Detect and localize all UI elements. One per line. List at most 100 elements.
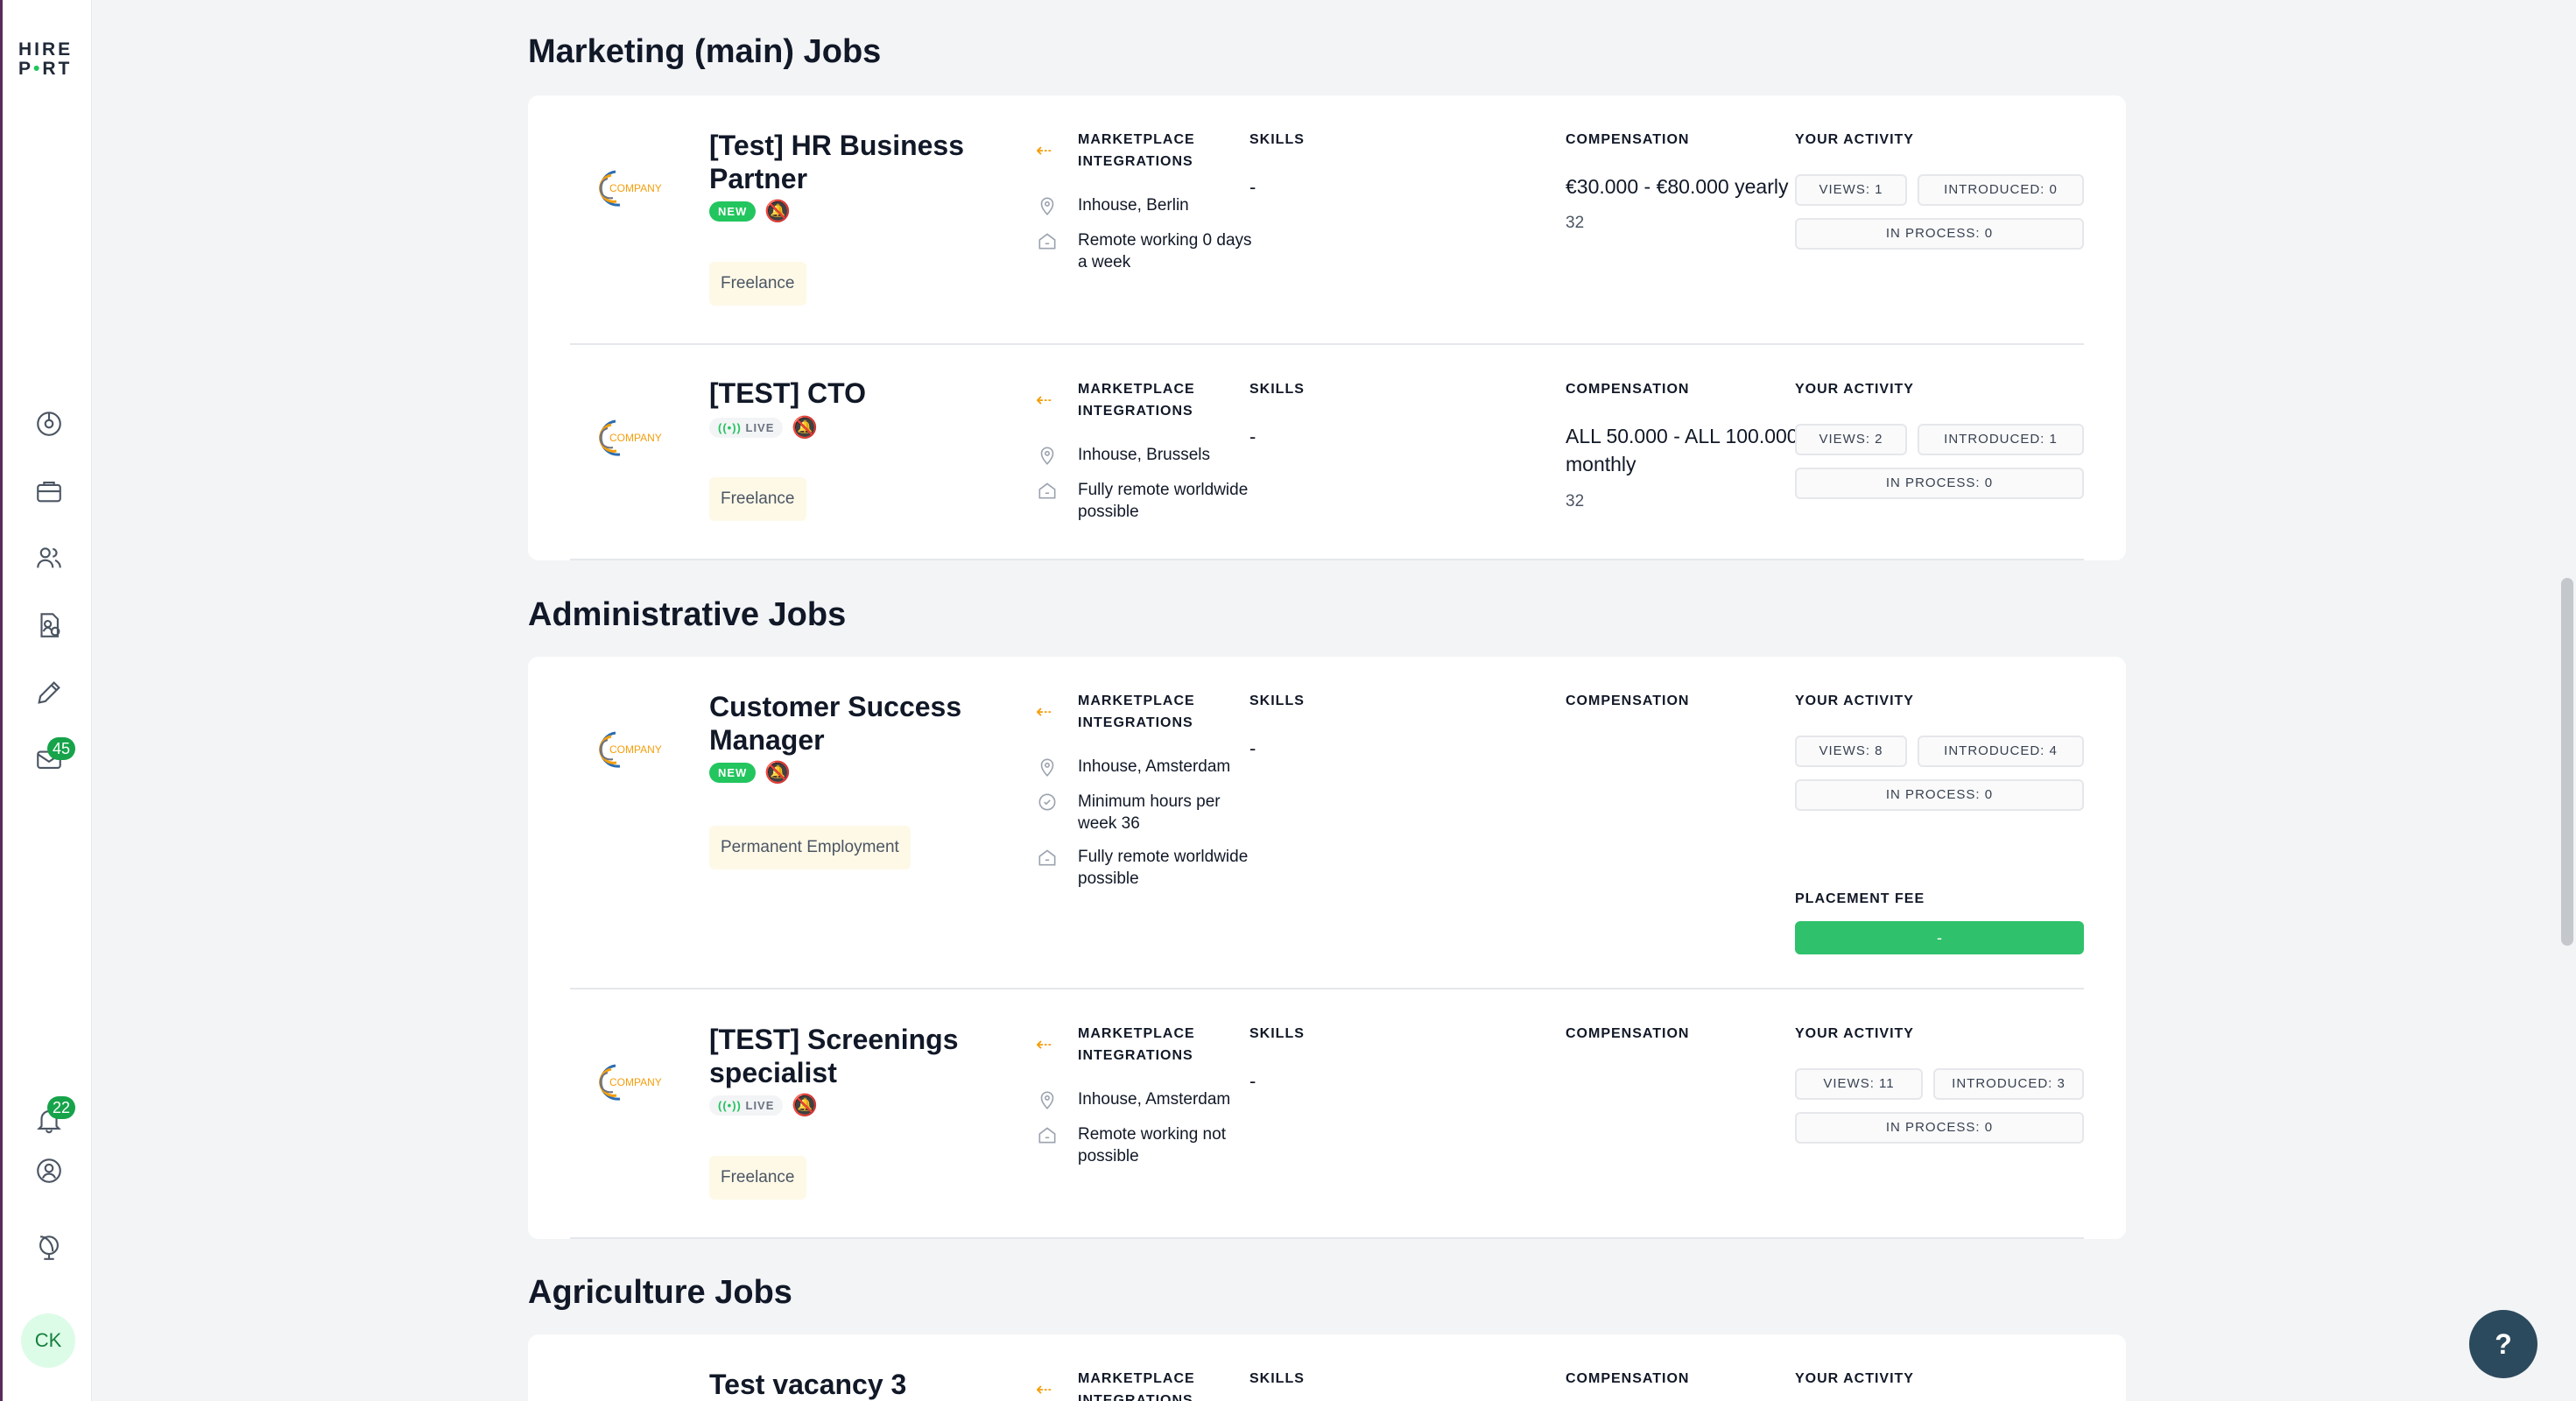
in-process-count[interactable]: IN PROCESS: 0 (1795, 218, 2084, 250)
job-title[interactable]: Test vacancy 3 (709, 1369, 907, 1400)
placement-fee-bar[interactable]: - (1795, 921, 2084, 954)
job-row[interactable]: COMPANY [TEST] CTO ((•)) LIVE 🔕 Freelanc… (570, 345, 2084, 560)
skills-value: - (1249, 426, 1256, 447)
job-title[interactable]: Customer Success Manager (709, 691, 962, 756)
company-logo: COMPANY (599, 731, 662, 768)
svg-text:COMPANY: COMPANY (609, 1076, 662, 1088)
marketplace-icon: ⇠ (1036, 139, 1052, 161)
activity-label: YOUR ACTIVITY (1795, 1371, 1914, 1386)
notifications-badge: 22 (47, 1096, 75, 1119)
remote-line: Fully remote worldwide possible (1036, 479, 1255, 523)
job-row[interactable]: COMPANY Customer Success Manager NEW 🔕 P… (570, 657, 2084, 989)
location-icon (1040, 758, 1054, 777)
marketplace-icon: ⇠ (1036, 1378, 1052, 1400)
marketplace-label: MARKETPLACE INTEGRATIONS (1078, 1026, 1195, 1063)
marketplace-icon: ⇠ (1036, 1033, 1052, 1055)
muted-bell-icon[interactable]: 🔕 (792, 416, 819, 440)
status-wrap: ((•)) LIVE 🔕 (709, 415, 818, 440)
in-process-count[interactable]: IN PROCESS: 0 (1795, 1112, 2084, 1144)
scrollbar[interactable] (2558, 0, 2576, 1401)
section-title-administrative: Administrative Jobs (528, 596, 847, 633)
muted-bell-icon[interactable]: 🔕 (764, 200, 792, 223)
jobs-card-agriculture: Test vacancy 3 ⇠ MARKETPLACE INTEGRATIONS… (528, 1334, 2126, 1401)
job-row[interactable]: COMPANY [Test] HR Business Partner NEW 🔕… (570, 95, 2084, 345)
placement-fee-label: PLACEMENT FEE (1795, 891, 1925, 906)
remote-line: Remote working 0 days a week (1036, 229, 1255, 273)
hours-line: Minimum hours per week 36 (1036, 791, 1255, 834)
introduced-count[interactable]: INTRODUCED: 0 (1918, 174, 2084, 206)
activity-label: YOUR ACTIVITY (1795, 132, 1914, 147)
marketplace-label: MARKETPLACE INTEGRATIONS (1078, 1371, 1195, 1401)
job-title[interactable]: [TEST] Screenings specialist (709, 1024, 959, 1088)
compensation-value: €30.000 - €80.000 yearly (1566, 175, 1789, 198)
marketplace-label: MARKETPLACE INTEGRATIONS (1078, 382, 1195, 419)
skills-label: SKILLS (1249, 1371, 1305, 1386)
skills-value: - (1249, 1070, 1256, 1092)
in-process-count[interactable]: IN PROCESS: 0 (1795, 468, 2084, 499)
switch-user-icon[interactable] (32, 1154, 66, 1187)
dashboard-icon[interactable] (32, 407, 66, 440)
job-row[interactable]: Test vacancy 3 ⇠ MARKETPLACE INTEGRATIONS… (570, 1334, 2084, 1401)
muted-bell-icon[interactable]: 🔕 (792, 1094, 819, 1117)
compensation-sub: 32 (1566, 214, 1585, 232)
location-icon (1040, 1091, 1054, 1109)
location-line: Inhouse, Amsterdam (1036, 1088, 1255, 1111)
views-count[interactable]: VIEWS: 8 (1795, 736, 1907, 767)
briefcase-icon[interactable] (32, 475, 66, 508)
company-logo: COMPANY (599, 419, 662, 456)
in-process-count[interactable]: IN PROCESS: 0 (1795, 779, 2084, 811)
home-icon (1038, 849, 1056, 866)
compensation-label: COMPENSATION (1566, 132, 1690, 147)
views-count[interactable]: VIEWS: 2 (1795, 424, 1907, 455)
views-count[interactable]: VIEWS: 1 (1795, 174, 1907, 206)
people-icon[interactable] (32, 541, 66, 574)
location-line: Inhouse, Berlin (1036, 194, 1255, 217)
job-title[interactable]: [Test] HR Business Partner (709, 130, 965, 194)
help-button[interactable]: ? (2469, 1310, 2537, 1378)
skills-label: SKILLS (1249, 132, 1305, 147)
scrollbar-thumb[interactable] (2561, 578, 2573, 946)
jobs-card-marketing: COMPANY [Test] HR Business Partner NEW 🔕… (528, 95, 2126, 560)
status-badge: NEW (709, 201, 757, 222)
skills-value: - (1249, 737, 1256, 759)
activity-label: YOUR ACTIVITY (1795, 693, 1914, 708)
section-title-marketing: Marketing (main) Jobs (528, 33, 882, 70)
status-wrap: NEW 🔕 (709, 199, 791, 224)
marketplace-icon: ⇠ (1036, 389, 1052, 411)
muted-bell-icon[interactable]: 🔕 (764, 761, 792, 785)
status-badge: ((•)) LIVE (709, 1095, 784, 1116)
views-count[interactable]: VIEWS: 11 (1795, 1068, 1923, 1100)
marketplace-label: MARKETPLACE INTEGRATIONS (1078, 132, 1195, 169)
status-wrap: NEW 🔕 (709, 760, 791, 785)
compensation-sub: 32 (1566, 492, 1585, 510)
section-title-agriculture: Agriculture Jobs (528, 1274, 792, 1311)
skills-label: SKILLS (1249, 382, 1305, 397)
job-type-tag: Freelance (709, 477, 806, 521)
job-type-tag: Permanent Employment (709, 826, 911, 869)
activity-label: YOUR ACTIVITY (1795, 382, 1914, 397)
sidebar: HIRE P•RT 45 22 CK (0, 0, 92, 1401)
job-type-tag: Freelance (709, 262, 806, 306)
job-title[interactable]: [TEST] CTO (709, 377, 866, 409)
location-icon (1040, 197, 1054, 215)
compensation-label: COMPENSATION (1566, 1026, 1690, 1041)
skills-label: SKILLS (1249, 1026, 1305, 1041)
avatar[interactable]: CK (21, 1313, 75, 1368)
marketplace-icon: ⇠ (1036, 700, 1052, 722)
location-icon (1040, 447, 1054, 465)
home-icon (1038, 1127, 1056, 1144)
compensation-label: COMPENSATION (1566, 382, 1690, 397)
svg-text:COMPANY: COMPANY (609, 182, 662, 194)
company-logo: COMPANY (599, 1064, 662, 1101)
compensation-label: COMPENSATION (1566, 1371, 1690, 1386)
jobs-card-administrative: COMPANY Customer Success Manager NEW 🔕 P… (528, 657, 2126, 1239)
candidate-file-icon[interactable] (32, 609, 66, 642)
globe-icon[interactable] (32, 1231, 66, 1264)
introduced-count[interactable]: INTRODUCED: 3 (1933, 1068, 2084, 1100)
home-icon (1038, 482, 1056, 499)
pencil-icon[interactable] (32, 676, 66, 709)
job-row[interactable]: COMPANY [TEST] Screenings specialist ((•… (570, 989, 2084, 1239)
introduced-count[interactable]: INTRODUCED: 4 (1918, 736, 2084, 767)
introduced-count[interactable]: INTRODUCED: 1 (1918, 424, 2084, 455)
hireport-logo[interactable]: HIRE P•RT (18, 40, 78, 79)
